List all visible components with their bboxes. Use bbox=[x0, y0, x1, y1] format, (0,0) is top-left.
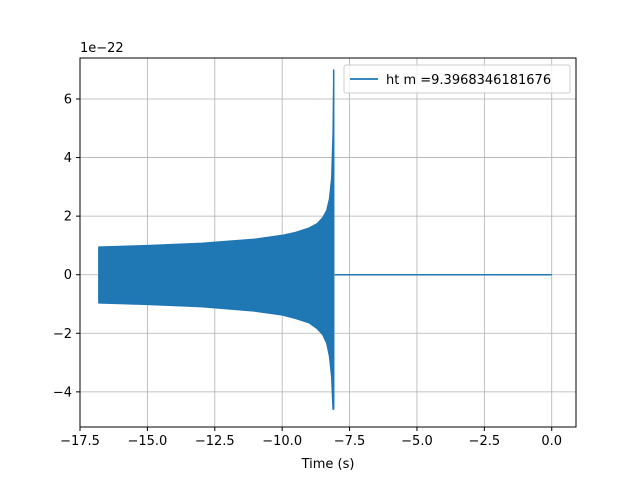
y-tick-label: 6 bbox=[64, 93, 72, 108]
x-tick-label: −12.5 bbox=[195, 434, 235, 449]
legend-box bbox=[343, 64, 571, 94]
x-axis-label: Time (s) bbox=[301, 457, 355, 472]
x-tick-label: −2.5 bbox=[469, 434, 501, 449]
waveform-envelope bbox=[98, 69, 335, 410]
y-tick-label: 0 bbox=[64, 268, 72, 283]
y-tick-label: −2 bbox=[53, 327, 72, 342]
x-tick-label: −5.0 bbox=[401, 434, 433, 449]
x-tick-label: −15.0 bbox=[127, 434, 167, 449]
legend-label: ht m =9.3968346181676 bbox=[386, 73, 551, 88]
plot-frame bbox=[79, 57, 577, 428]
x-tick-label: −7.5 bbox=[334, 434, 366, 449]
series-layer bbox=[98, 69, 552, 410]
x-tick-label: 0.0 bbox=[541, 434, 562, 449]
legend: ht m =9.3968346181676 bbox=[343, 64, 571, 94]
x-tick-label: −10.0 bbox=[262, 434, 302, 449]
y-tick-label: 4 bbox=[64, 151, 72, 166]
x-tick-label: −17.5 bbox=[60, 434, 100, 449]
x-axis: −17.5 −15.0 −12.5 −10.0 −7.5 −5.0 −2.5 0.0 bbox=[60, 427, 562, 449]
y-tick-label: −4 bbox=[53, 385, 72, 400]
y-offset-text: 1e−22 bbox=[80, 41, 124, 56]
y-axis: −4 −2 0 2 4 6 bbox=[53, 93, 80, 400]
y-tick-label: 2 bbox=[64, 210, 72, 225]
